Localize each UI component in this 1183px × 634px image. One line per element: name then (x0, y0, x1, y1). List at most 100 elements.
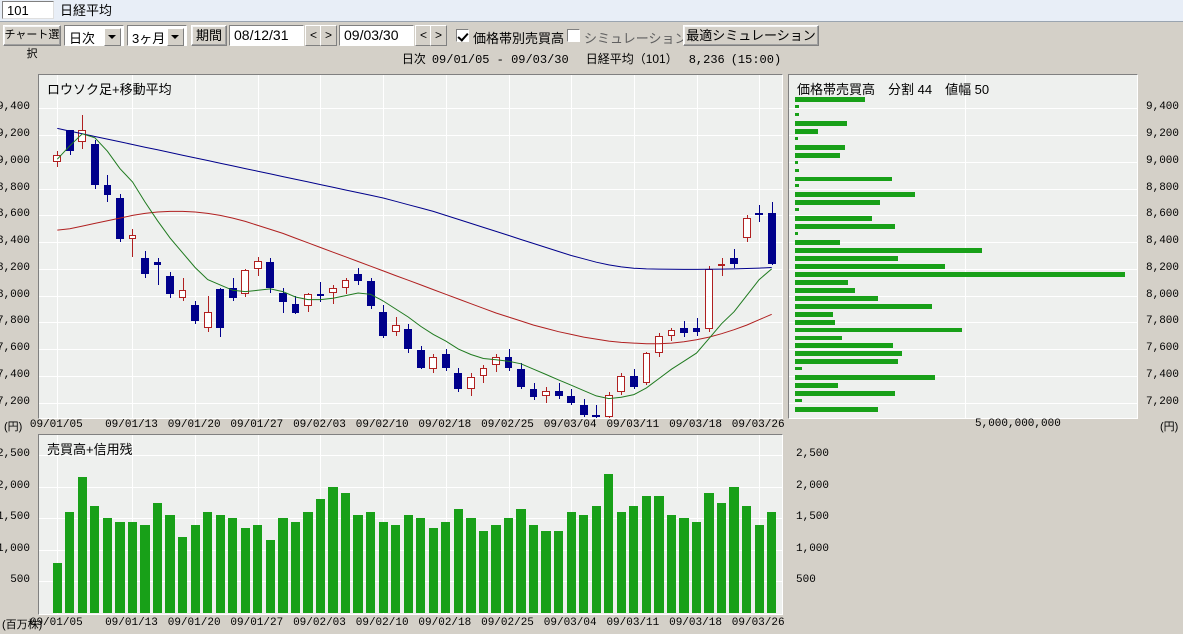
volume-bar (228, 518, 238, 613)
volume-by-price-bar (795, 263, 945, 269)
volume-by-price-bar (795, 248, 982, 253)
volume-by-price-bar (795, 359, 899, 365)
date-from-input[interactable]: 08/12/31 (229, 25, 304, 46)
x-axis-tick-label: 09/02/03 (293, 617, 346, 629)
candle-body (416, 350, 425, 368)
volume-by-price-checkbox[interactable] (456, 29, 469, 42)
volume-bar (604, 474, 614, 613)
volume-bar (541, 531, 551, 613)
volume-bar (240, 527, 250, 613)
volume-bar (691, 521, 702, 613)
axis-tick-label: 9,400 (0, 101, 30, 114)
axis-tick-label: 8,400 (1146, 235, 1180, 248)
gridline (257, 435, 259, 614)
candle-body (717, 263, 726, 267)
x-axis-tick-label: 09/01/05 (29, 617, 83, 629)
stock-name-label: 日経平均 (60, 3, 113, 18)
gridline (39, 402, 782, 404)
x-axis-tick-label: 09/03/11 (606, 617, 660, 629)
gridline (789, 135, 1137, 137)
chevron-down-icon[interactable] (104, 28, 121, 46)
axis-tick-label: 7,200 (1146, 395, 1180, 408)
axis-tick-label: 8,600 (1146, 208, 1180, 221)
candle-body (191, 304, 200, 322)
volume-by-price-bar (795, 327, 962, 333)
volume-axis-left: 2,500 2,000 1,500 1,000 500 (0, 434, 34, 615)
volume-by-price-bar (795, 383, 839, 389)
gridline (257, 75, 259, 418)
candle-body (228, 287, 237, 299)
volume-by-price-bar (795, 208, 799, 212)
axis-tick-label: 7,800 (1146, 315, 1180, 328)
candle-body (253, 260, 262, 269)
volume-bar (466, 518, 476, 613)
x-axis-tick-label: 09/01/27 (230, 419, 284, 431)
candle-body (529, 389, 538, 398)
chevron-down-icon[interactable] (167, 28, 184, 46)
gridline (383, 75, 385, 418)
volume-bar (340, 493, 351, 613)
x-axis-tick-label: 09/02/18 (418, 419, 472, 431)
candle-body (329, 287, 337, 293)
candle-body (592, 414, 601, 418)
candle-body (579, 405, 588, 415)
volume-bar (416, 518, 426, 613)
volume-by-price-bar (795, 343, 894, 349)
date-from-next-button[interactable]: > (320, 25, 337, 46)
interval-value: 日次 (69, 31, 96, 46)
stock-code-input[interactable]: 101 (2, 1, 54, 19)
gridline (39, 215, 782, 217)
gridline (633, 75, 635, 418)
x-axis-tick-label: 09/03/26 (731, 419, 785, 431)
date-to-input[interactable]: 09/03/30 (339, 25, 414, 46)
period-button[interactable]: 期間 (191, 25, 227, 46)
price-axis-right: 9,400 9,200 9,000 8,800 8,600 8,400 8,200 8,000… (1140, 74, 1183, 419)
axis-tick-label: 2,500 (796, 448, 830, 461)
candle-body (266, 262, 275, 288)
volume-bar (579, 515, 589, 613)
candle-wick (333, 284, 334, 304)
axis-tick-label: 8,600 (0, 208, 30, 221)
volume-by-price-label[interactable]: 価格帯別売買高 (473, 31, 565, 46)
volume-by-price-bar (795, 256, 899, 261)
x-axis-tick-label: 09/01/27 (230, 617, 284, 629)
axis-tick-label: 2,000 (796, 479, 830, 492)
gridline (789, 295, 1137, 297)
price-chart-panel[interactable]: ロウソク足+移動平均 (38, 74, 783, 419)
candle-body (304, 294, 312, 307)
simulation-label[interactable]: シミュレーション (584, 31, 688, 46)
candle-body (517, 369, 525, 387)
title-bar: 101 日経平均 (0, 0, 1183, 22)
axis-tick-label: 7,200 (0, 395, 30, 408)
volume-chart-panel[interactable]: 売買高+信用残 (38, 434, 783, 615)
gridline (789, 268, 1137, 270)
volume-by-price-panel[interactable]: 価格帯売買高 分割 44 値幅 50 (788, 74, 1138, 419)
candle-wick (132, 228, 133, 257)
volume-bar (767, 512, 777, 613)
interval-dropdown[interactable]: 日次 (64, 25, 124, 46)
ma-long-line (57, 127, 772, 270)
axis-tick-label: 9,200 (0, 128, 30, 141)
volume-by-price-bar (795, 391, 895, 397)
candle-body (554, 390, 563, 396)
gridline (39, 375, 782, 377)
toolbar: チャート選択 日次 3ヶ月 期間 08/12/31 < > 09/03/30 <… (0, 22, 1183, 60)
simulation-checkbox[interactable] (567, 29, 580, 42)
candle-body (128, 235, 137, 240)
optimal-simulation-button[interactable]: 最適シミュレーション (683, 25, 819, 46)
date-to-next-button[interactable]: > (430, 25, 447, 46)
gridline (789, 402, 1137, 404)
volume-bar (641, 496, 652, 613)
x-axis-tick-label: 09/02/18 (418, 617, 472, 629)
volume-bar (754, 524, 764, 613)
chart-select-button[interactable]: チャート選択 (3, 25, 61, 60)
volume-bar (428, 527, 438, 613)
range-dropdown[interactable]: 3ヶ月 (127, 25, 187, 46)
gridline (39, 349, 782, 351)
volume-bar (654, 496, 664, 613)
gridline (39, 322, 782, 324)
volume-bar (215, 515, 225, 613)
axis-tick-label: 2,000 (0, 479, 30, 492)
candle-body (617, 375, 626, 392)
gridline (965, 75, 966, 418)
